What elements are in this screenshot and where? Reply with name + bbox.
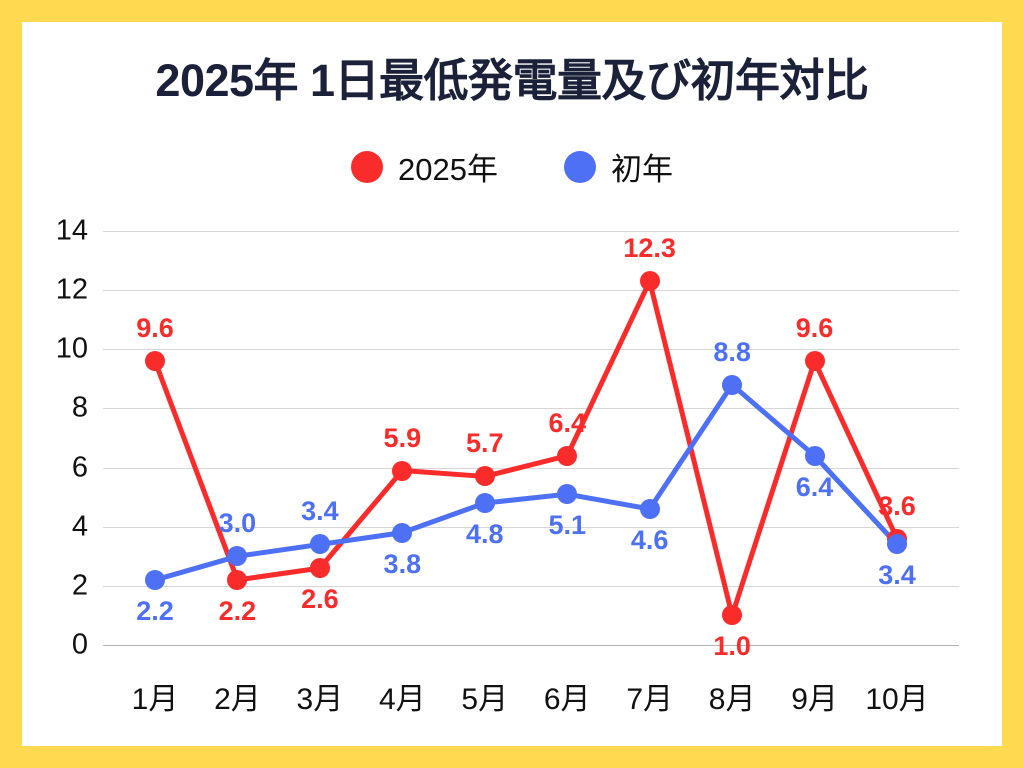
x-axis-tick-label: 8月	[708, 683, 756, 716]
legend-item-first-year[interactable]: 初年	[563, 144, 673, 189]
data-point-label: 3.0	[218, 508, 257, 539]
gridline	[103, 408, 959, 410]
data-point-marker[interactable]	[227, 569, 248, 590]
data-point-label: 1.0	[713, 631, 751, 662]
data-point-label: 9.6	[795, 313, 834, 344]
x-axis-tick-label: 3月	[296, 683, 344, 716]
legend-item-2025[interactable]: 2025年	[351, 144, 498, 189]
legend-label-first-year: 初年	[610, 152, 673, 187]
plot-area: 0 2 4 6 8 10 12 14 1月 2月 3月 4月 5月 6月 7月 8月 9月 10月 9.6 2.2…	[22, 22, 1002, 746]
data-point-label: 2.6	[301, 584, 339, 615]
data-point-label: 12.3	[623, 233, 676, 264]
y-axis-tick-label: 6	[71, 451, 88, 484]
data-point-marker[interactable]	[557, 445, 578, 466]
data-point-label: 2.2	[136, 595, 174, 626]
data-point-label: 6.4	[548, 407, 586, 438]
gridline	[103, 290, 959, 292]
data-point-label: 4.6	[630, 524, 669, 555]
data-point-label: 8.8	[713, 336, 751, 367]
data-point-marker[interactable]	[309, 534, 330, 555]
gridline	[103, 526, 959, 528]
y-axis-tick-label: 4	[71, 510, 88, 543]
data-point-label: 5.1	[548, 510, 586, 541]
data-point-marker[interactable]	[887, 534, 907, 555]
y-axis-tick-label: 8	[71, 391, 88, 424]
series-line	[152, 278, 900, 618]
x-axis-tick-label: 2月	[214, 683, 261, 716]
data-point-marker[interactable]	[722, 605, 743, 626]
gridline	[103, 231, 959, 232]
series-line	[152, 382, 900, 583]
data-point-marker[interactable]	[392, 522, 413, 543]
data-point-marker[interactable]	[639, 271, 660, 292]
data-point-marker[interactable]	[227, 546, 248, 567]
gridline	[103, 467, 959, 469]
x-axis-tick-label: 6月	[543, 683, 591, 716]
data-point-marker[interactable]	[309, 558, 330, 579]
data-point-label: 9.6	[136, 313, 174, 344]
x-axis-tick-label: 10月	[865, 683, 929, 716]
page-title: 2025年 1日最低発電量及び初年対比	[155, 55, 869, 106]
y-axis-tick-label: 0	[71, 628, 88, 661]
x-axis-tick-label: 1月	[131, 683, 179, 716]
data-point-marker[interactable]	[804, 445, 825, 466]
data-point-label: 3.8	[383, 548, 422, 579]
gridline	[103, 349, 959, 351]
data-point-label: 6.4	[795, 471, 834, 502]
gridline	[103, 585, 959, 587]
x-axis-tick-label: 5月	[461, 683, 509, 716]
x-axis-tick-label: 4月	[378, 683, 426, 716]
data-point-label: 5.7	[465, 428, 504, 459]
data-point-marker[interactable]	[145, 351, 165, 372]
data-point-marker[interactable]	[474, 466, 495, 487]
data-point-label: 4.8	[465, 519, 504, 550]
data-point-label: 2.2	[218, 595, 257, 626]
data-point-marker[interactable]	[145, 569, 165, 590]
legend-circle-icon-2025	[351, 150, 384, 183]
series-lines	[152, 278, 900, 618]
data-point-label: 5.9	[383, 422, 422, 453]
data-point-marker[interactable]	[474, 493, 495, 514]
y-axis-tick-label: 10	[55, 332, 88, 365]
data-point-label: 3.4	[878, 560, 916, 591]
data-point-marker[interactable]	[722, 374, 743, 395]
legend-circle-icon-first-year	[563, 150, 596, 183]
chart-legend: 2025年 初年	[22, 144, 1002, 189]
y-axis-tick-label: 14	[55, 214, 88, 247]
chart-canvas: 2025年 1日最低発電量及び初年対比 2025年 初年 0 2 4 6 8 10 12 14…	[22, 22, 1002, 746]
data-point-label: 3.4	[301, 496, 339, 527]
x-axis-tick-label: 9月	[791, 683, 838, 716]
data-point-marker[interactable]	[392, 460, 413, 481]
y-axis-tick-label: 12	[55, 273, 88, 306]
x-axis-tick-label: 7月	[626, 683, 673, 716]
data-point-label: 3.6	[878, 490, 916, 521]
data-point-marker[interactable]	[639, 498, 660, 519]
legend-label-2025: 2025年	[398, 152, 498, 187]
data-point-marker[interactable]	[804, 351, 825, 372]
gridline	[103, 645, 959, 646]
y-axis-tick-label: 2	[71, 569, 88, 602]
data-point-marker[interactable]	[557, 484, 578, 505]
